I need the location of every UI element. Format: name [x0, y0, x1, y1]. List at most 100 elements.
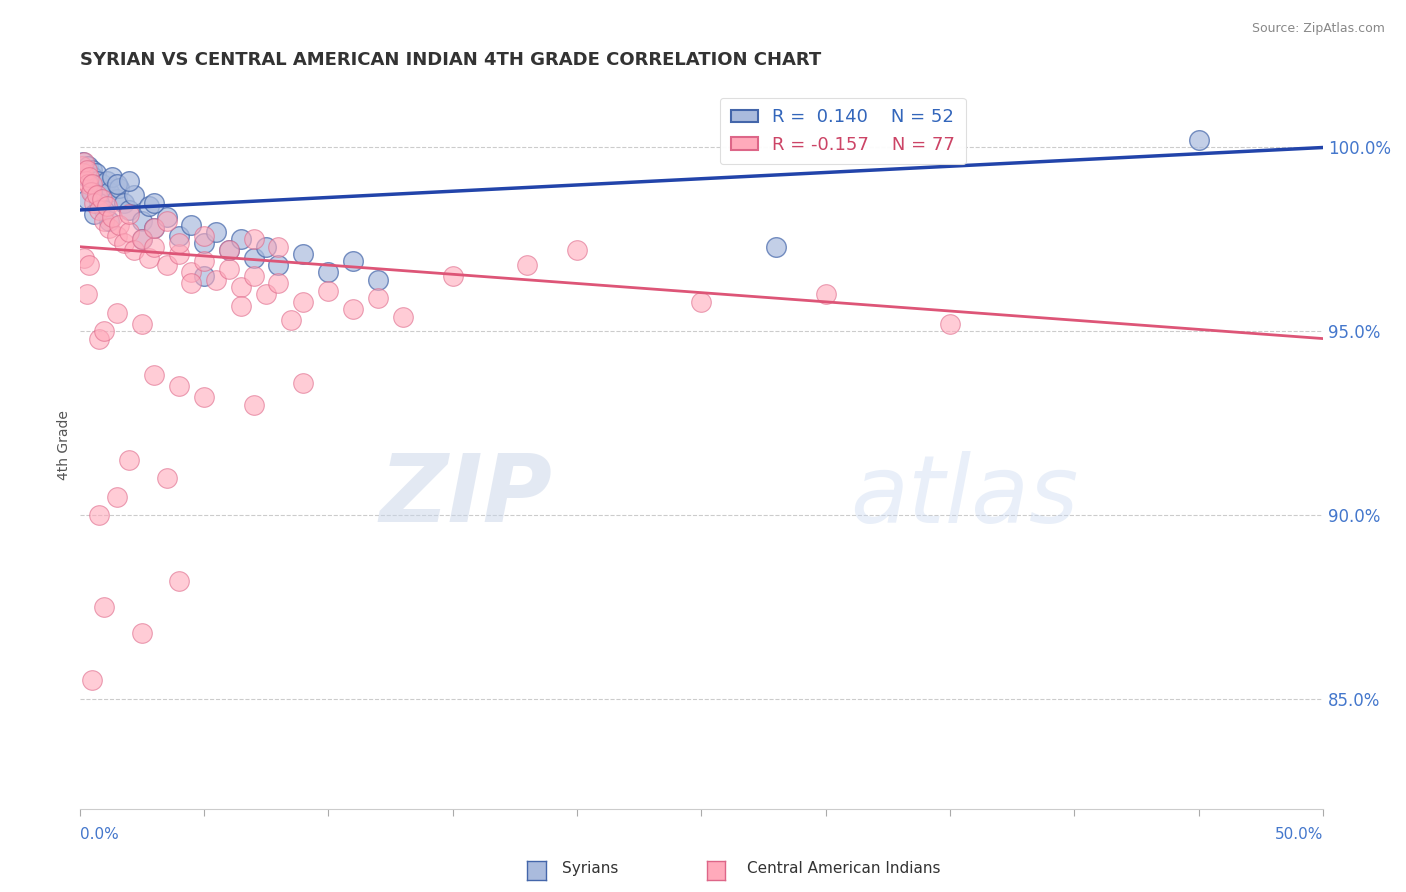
Point [72, 155, 94, 169]
Point [155, 471, 177, 485]
Point [83, 195, 105, 210]
Point [80, 162, 103, 177]
Point [131, 232, 153, 246]
Point [93, 202, 115, 217]
Point [292, 247, 315, 261]
Point [79, 258, 101, 272]
Point [193, 235, 215, 250]
Point [143, 221, 166, 235]
Point [105, 306, 128, 320]
Point [155, 211, 177, 225]
Point [180, 265, 202, 279]
Point [76, 287, 98, 301]
Point [231, 299, 253, 313]
Point [80, 173, 103, 187]
Text: 50.0%: 50.0% [1275, 828, 1323, 842]
Point [242, 232, 264, 246]
Point [131, 625, 153, 640]
Text: atlas: atlas [851, 450, 1078, 541]
Point [939, 317, 962, 331]
Point [316, 265, 339, 279]
Point [96, 199, 118, 213]
Point [218, 244, 240, 258]
Point [89, 181, 111, 195]
Text: Central American Indians: Central American Indians [747, 861, 941, 876]
Point [193, 269, 215, 284]
Point [70, 159, 93, 173]
Point [167, 574, 190, 588]
Point [193, 254, 215, 268]
Text: SYRIAN VS CENTRAL AMERICAN INDIAN 4TH GRADE CORRELATION CHART: SYRIAN VS CENTRAL AMERICAN INDIAN 4TH GR… [80, 51, 821, 69]
Point [82, 169, 104, 184]
Point [180, 277, 202, 291]
Point [80, 185, 103, 199]
Point [93, 599, 115, 614]
Point [90, 178, 112, 192]
Point [93, 188, 115, 202]
Point [112, 235, 135, 250]
Point [143, 195, 166, 210]
Point [765, 240, 787, 254]
Point [218, 244, 240, 258]
Text: ZIP: ZIP [380, 450, 553, 542]
Point [96, 173, 118, 187]
Point [76, 169, 98, 184]
Point [108, 181, 131, 195]
Point [112, 195, 135, 210]
Point [73, 155, 96, 169]
Text: Syrians: Syrians [562, 861, 619, 876]
Point [392, 310, 415, 324]
Point [122, 188, 145, 202]
Text: Source: ZipAtlas.com: Source: ZipAtlas.com [1251, 22, 1385, 36]
Point [89, 202, 111, 217]
Point [101, 211, 124, 225]
Point [79, 169, 101, 184]
Point [167, 235, 190, 250]
Point [77, 159, 100, 173]
Point [242, 251, 264, 265]
Point [242, 398, 264, 412]
Point [89, 508, 111, 522]
Point [155, 258, 177, 272]
Point [167, 247, 190, 261]
Legend: R =  0.140    N = 52, R = -0.157    N = 77: R = 0.140 N = 52, R = -0.157 N = 77 [720, 97, 966, 164]
Point [118, 202, 141, 217]
Point [167, 228, 190, 243]
Point [93, 324, 115, 338]
Point [83, 207, 105, 221]
Point [254, 240, 277, 254]
Point [565, 244, 588, 258]
Point [72, 166, 94, 180]
Text: 0.0%: 0.0% [80, 828, 118, 842]
Point [101, 169, 124, 184]
Point [105, 178, 128, 192]
Point [193, 391, 215, 405]
Point [138, 199, 160, 213]
Point [83, 178, 105, 192]
Point [143, 368, 166, 383]
Point [105, 228, 128, 243]
Point [86, 188, 108, 202]
Point [73, 251, 96, 265]
Point [441, 269, 464, 284]
Point [193, 228, 215, 243]
Point [75, 173, 97, 187]
Point [98, 185, 121, 199]
Point [77, 178, 100, 192]
Point [205, 273, 228, 287]
Point [131, 317, 153, 331]
Point [218, 261, 240, 276]
Point [231, 232, 253, 246]
Point [84, 166, 107, 180]
Point [267, 240, 290, 254]
Point [242, 269, 264, 284]
Point [1188, 133, 1211, 147]
Point [367, 291, 389, 305]
Point [105, 490, 128, 504]
Y-axis label: 4th Grade: 4th Grade [58, 410, 72, 480]
Point [131, 232, 153, 246]
Point [118, 173, 141, 187]
Point [122, 244, 145, 258]
Point [89, 332, 111, 346]
Point [76, 162, 98, 177]
